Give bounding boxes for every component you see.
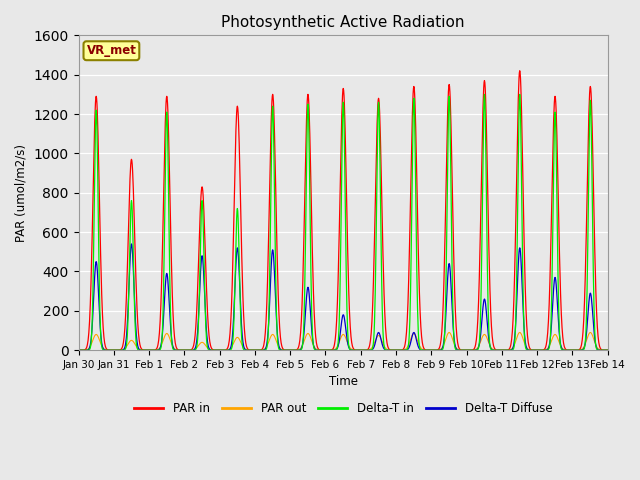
Y-axis label: PAR (umol/m2/s): PAR (umol/m2/s) (15, 144, 28, 242)
X-axis label: Time: Time (328, 375, 358, 388)
Text: VR_met: VR_met (86, 44, 136, 57)
Legend: PAR in, PAR out, Delta-T in, Delta-T Diffuse: PAR in, PAR out, Delta-T in, Delta-T Dif… (129, 397, 557, 420)
Line: Delta-T Diffuse: Delta-T Diffuse (79, 244, 607, 350)
Title: Photosynthetic Active Radiation: Photosynthetic Active Radiation (221, 15, 465, 30)
PAR out (495, 348, 502, 353)
Delta-T in (425, 348, 433, 353)
PAR in (604, 348, 611, 353)
Line: Delta-T in: Delta-T in (79, 95, 607, 350)
PAR in (494, 348, 502, 353)
Delta-T Diffuse (426, 348, 433, 353)
PAR in (252, 348, 259, 353)
PAR in (541, 346, 549, 351)
PAR out (445, 330, 453, 336)
Delta-T Diffuse (495, 348, 502, 353)
PAR out (193, 346, 200, 351)
Delta-T Diffuse (180, 348, 188, 353)
Delta-T in (495, 348, 502, 353)
Delta-T Diffuse (127, 241, 135, 247)
PAR in (193, 318, 200, 324)
Delta-T Diffuse (604, 348, 611, 353)
Delta-T in (541, 348, 549, 353)
Delta-T Diffuse (252, 348, 260, 353)
PAR out (252, 348, 259, 353)
Delta-T in (252, 348, 259, 353)
Delta-T Diffuse (541, 348, 549, 353)
PAR in (179, 348, 187, 353)
Delta-T in (75, 348, 83, 353)
PAR out (604, 348, 611, 353)
PAR out (179, 348, 187, 353)
PAR in (425, 348, 433, 353)
Line: PAR in: PAR in (79, 71, 607, 350)
Delta-T in (604, 348, 611, 353)
PAR out (75, 348, 83, 353)
Delta-T Diffuse (75, 348, 83, 353)
PAR in (75, 348, 83, 353)
Delta-T Diffuse (193, 339, 200, 345)
Delta-T in (481, 92, 488, 97)
PAR out (425, 348, 433, 353)
Delta-T in (179, 348, 187, 353)
Delta-T in (193, 346, 200, 351)
PAR out (541, 348, 549, 353)
Line: PAR out: PAR out (79, 333, 607, 350)
PAR in (516, 68, 524, 73)
